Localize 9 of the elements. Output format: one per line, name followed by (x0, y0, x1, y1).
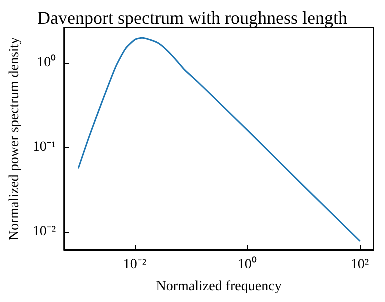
x-tick-label: 10⁻² (123, 258, 147, 272)
x-tick-label: 10² (350, 258, 370, 272)
chart-title: Davenport spectrum with roughness length (38, 8, 348, 28)
y-tick-label: 10⁰ (37, 54, 56, 71)
x-axis-title: Normalized frequency (156, 280, 282, 294)
y-tick-label: 10⁻¹ (32, 140, 56, 155)
y-axis-title: Normalized power spectrum density (8, 37, 22, 241)
y-tick-label: 10⁻² (32, 224, 56, 240)
x-tick-label: 10⁰ (238, 256, 257, 272)
